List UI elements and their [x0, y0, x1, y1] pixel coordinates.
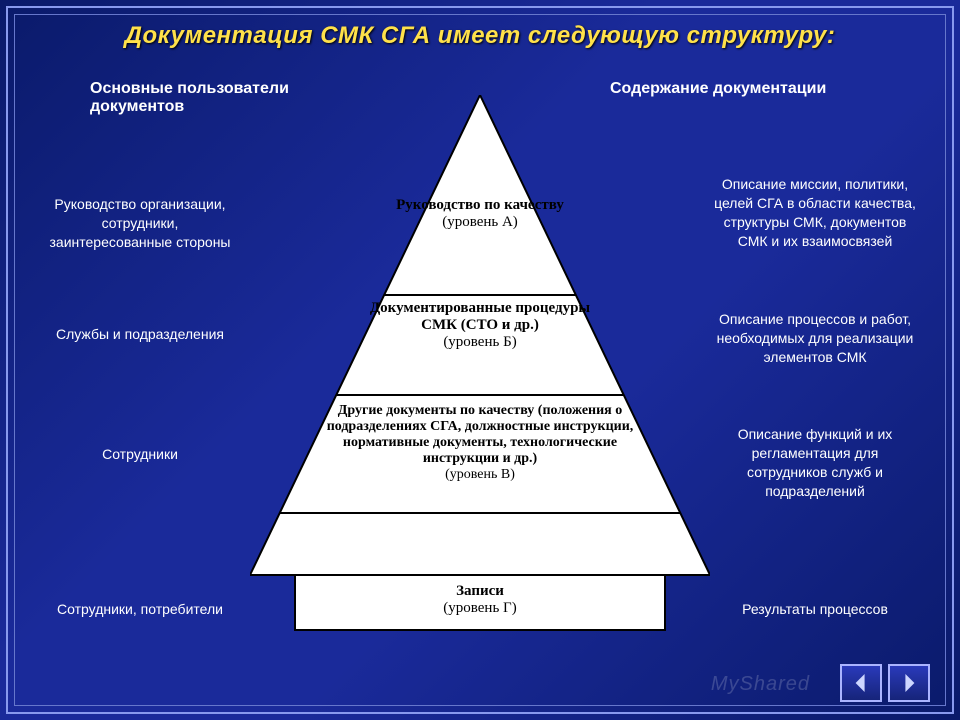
pyramid-diagram: Руководство по качеству(уровень А) Докуме…: [250, 95, 710, 635]
slide-title: Документация СМК СГА имеет следующую стр…: [0, 22, 960, 50]
right-annotation-2: Описание функций и их регламентация для …: [710, 425, 920, 501]
right-annotation-3: Результаты процессов: [710, 600, 920, 619]
chevron-left-icon: [852, 674, 870, 692]
nav-controls: [840, 664, 930, 702]
right-annotation-0: Описание миссии, политики, целей СГА в о…: [710, 175, 920, 251]
pyramid-level-0: Руководство по качеству(уровень А): [390, 197, 570, 231]
left-annotation-0: Руководство организации, сотрудники, заи…: [40, 195, 240, 252]
left-annotation-2: Сотрудники: [40, 445, 240, 464]
next-button[interactable]: [888, 664, 930, 702]
chevron-right-icon: [900, 674, 918, 692]
pyramid-level-3: Записи(уровень Г): [380, 583, 580, 617]
pyramid-svg: [250, 95, 710, 635]
right-annotation-1: Описание процессов и работ, необходимых …: [710, 310, 920, 367]
watermark: MyShared: [711, 673, 810, 696]
slide: Документация СМК СГА имеет следующую стр…: [0, 0, 960, 720]
pyramid-level-1: Документированные процедуры СМК (СТО и д…: [360, 300, 600, 351]
left-annotation-1: Службы и подразделения: [40, 325, 240, 344]
left-annotation-3: Сотрудники, потребители: [40, 600, 240, 619]
pyramid-level-2: Другие документы по качеству (положения …: [320, 403, 640, 483]
prev-button[interactable]: [840, 664, 882, 702]
